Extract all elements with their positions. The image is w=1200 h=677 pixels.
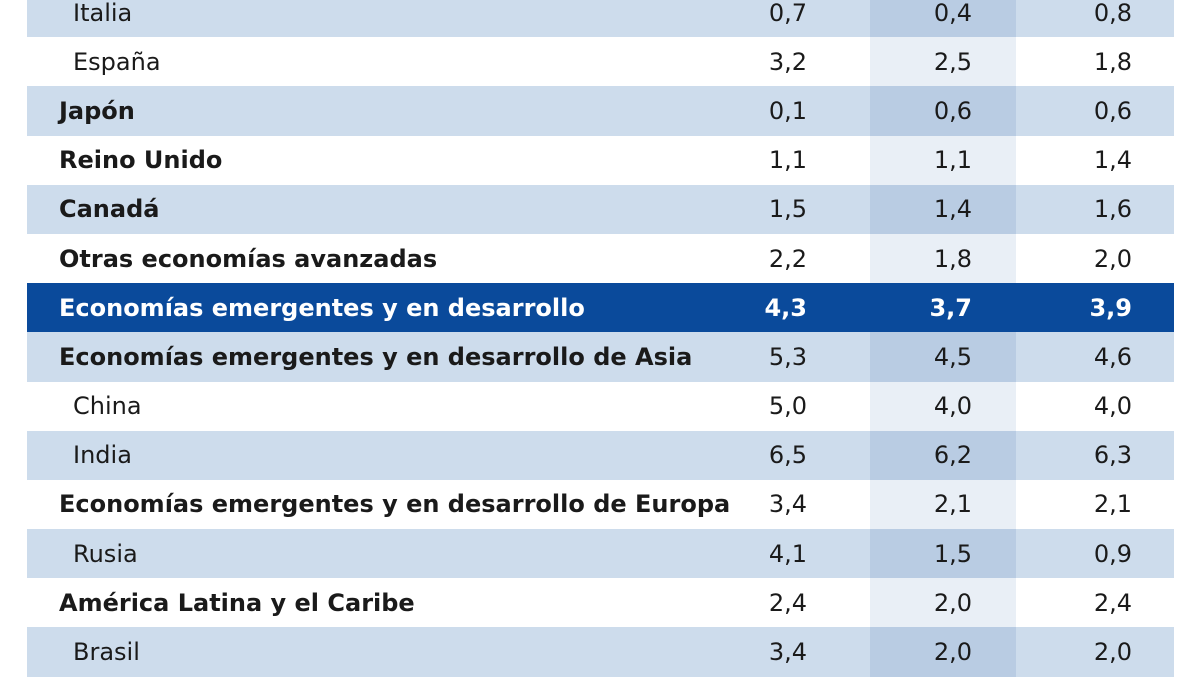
value-col-3: 2,0 [1016,233,1174,284]
value-col-1: 4,1 [768,539,807,568]
row-label: Economías emergentes y en desarrollo [59,293,585,322]
value-col-1: 3,2 [768,47,807,76]
value-col-2: 2,0 [870,627,1016,677]
value-col-3: 0,6 [1016,86,1174,136]
row-label: India [73,441,132,470]
value-col-1: 5,3 [768,342,807,371]
value-col-2: 1,1 [870,135,1016,185]
row-label: Brasil [73,638,140,667]
value-col-1: 5,0 [768,392,807,421]
value-col-3: 4,0 [1016,381,1174,431]
row-label: España [73,47,161,76]
value-col-2: 0,4 [870,0,1016,38]
value-col-2: 2,0 [870,578,1016,628]
table-row-otras-economias-avanzadas: Otras economías avanzadas 2,2 1,8 2,0 [27,233,1174,284]
table-row-india: India 6,5 6,2 6,3 [27,430,1174,480]
value-col-3: 0,8 [1016,0,1174,38]
value-col-2: 1,8 [870,233,1016,284]
row-label: Japón [59,96,135,125]
table-row-espana: España 3,2 2,5 1,8 [27,37,1174,87]
value-col-2: 2,5 [870,37,1016,87]
value-col-1: 2,4 [768,588,807,617]
table-row-economias-emergentes: Economías emergentes y en desarrollo 4,3… [27,283,1174,333]
row-label: Economías emergentes y en desarrollo de … [59,490,731,519]
table-row-italia: Italia 0,7 0,4 0,8 [27,0,1174,38]
table-row-china: China 5,0 4,0 4,0 [27,381,1174,431]
growth-table: Italia 0,7 0,4 0,8 España 3,2 2,5 1,8 Ja… [27,0,1174,677]
table-row-brasil: Brasil 3,4 2,0 2,0 [27,627,1174,677]
value-col-1: 0,7 [768,0,807,27]
value-col-3: 2,1 [1016,479,1174,530]
row-label: China [73,392,142,421]
row-label: Reino Unido [59,146,223,175]
value-col-1: 3,4 [768,638,807,667]
row-label: Economías emergentes y en desarrollo de … [59,342,693,371]
table-row-asia: Economías emergentes y en desarrollo de … [27,332,1174,382]
value-col-3: 1,4 [1016,135,1174,185]
row-label: Otras economías avanzadas [59,244,438,273]
value-col-2: 2,1 [870,479,1016,530]
value-col-2: 1,5 [870,529,1016,579]
value-col-3: 0,9 [1016,529,1174,579]
value-col-3: 6,3 [1016,430,1174,480]
value-col-2: 6,2 [870,430,1016,480]
value-col-3: 4,6 [1016,332,1174,382]
table-row-america-latina: América Latina y el Caribe 2,4 2,0 2,4 [27,578,1174,628]
row-label: Italia [73,0,133,27]
value-col-2: 1,4 [870,184,1016,234]
value-col-2: 3,7 [870,283,1016,333]
value-col-1: 3,4 [768,490,807,519]
value-col-3: 2,0 [1016,627,1174,677]
table-row-reino-unido: Reino Unido 1,1 1,1 1,4 [27,135,1174,185]
value-col-3: 1,8 [1016,37,1174,87]
table-row-rusia: Rusia 4,1 1,5 0,9 [27,529,1174,579]
value-col-3: 2,4 [1016,578,1174,628]
value-col-1: 2,2 [768,244,807,273]
value-col-1: 6,5 [768,441,807,470]
value-col-1: 0,1 [768,96,807,125]
value-col-3: 1,6 [1016,184,1174,234]
value-col-3: 3,9 [1016,283,1174,333]
value-col-2: 4,5 [870,332,1016,382]
row-label: Rusia [73,539,138,568]
table-row-japon: Japón 0,1 0,6 0,6 [27,86,1174,136]
value-col-1: 1,1 [768,146,807,175]
value-col-2: 0,6 [870,86,1016,136]
value-col-2: 4,0 [870,381,1016,431]
row-label: América Latina y el Caribe [59,588,415,617]
value-col-1: 4,3 [707,283,807,333]
value-col-1: 1,5 [768,195,807,224]
row-label: Canadá [59,195,160,224]
table-row-europa: Economías emergentes y en desarrollo de … [27,479,1174,530]
table-row-canada: Canadá 1,5 1,4 1,6 [27,184,1174,234]
